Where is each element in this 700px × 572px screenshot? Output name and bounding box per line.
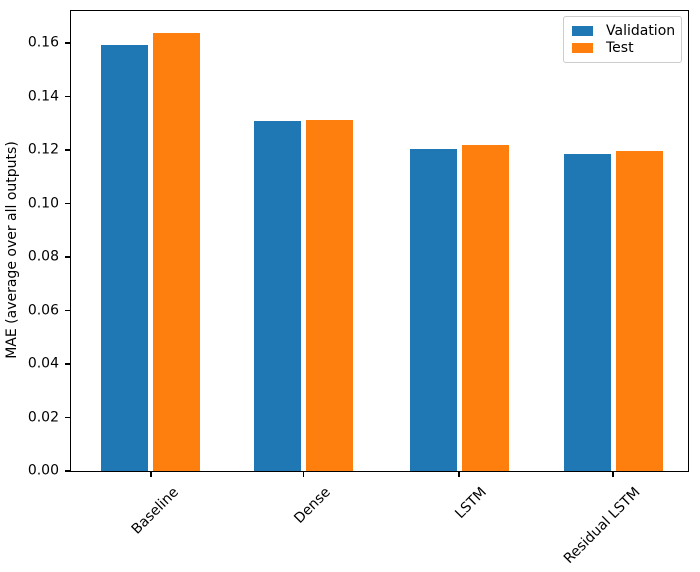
y-tick-label-0.10: 0.10 (27, 195, 59, 212)
y-tick-label-0.02: 0.02 (27, 409, 59, 426)
y-tick-mark-0.02 (65, 416, 71, 419)
x-tick-label-lstm: LSTM (451, 484, 490, 523)
y-tick-label-0.14: 0.14 (27, 88, 59, 105)
y-tick-label-0.06: 0.06 (27, 302, 59, 319)
y-tick-mark-0.10 (65, 202, 71, 205)
bar-test-baseline (153, 33, 201, 471)
legend: Validation Test (563, 16, 682, 63)
x-tick-label-baseline: Baseline (128, 484, 182, 538)
x-tick-mark-dense (302, 471, 304, 477)
y-tick-label-0.16: 0.16 (27, 34, 59, 51)
legend-swatch-test (572, 42, 593, 54)
x-tick-mark-lstm (458, 471, 460, 477)
x-tick-mark-residual-lstm (612, 471, 614, 477)
y-tick-mark-0.12 (65, 149, 71, 151)
bar-validation-dense (253, 121, 301, 471)
bar-validation-baseline (101, 44, 149, 471)
y-tick-mark-0.00 (65, 470, 71, 472)
y-tick-label-0.12: 0.12 (27, 141, 59, 158)
y-axis-label: MAE (average over all outputs) (4, 141, 20, 359)
y-tick-label-0.04: 0.04 (27, 355, 59, 372)
y-tick-label-0.00: 0.00 (27, 462, 59, 479)
y-tick-mark-0.08 (65, 256, 71, 258)
plot-area: Validation Test 0.00 0.02 0.04 0.06 0.08 0.10… (28, 10, 689, 567)
bar-test-dense (305, 120, 353, 471)
legend-label-test: Test (606, 40, 634, 56)
legend-item-test: Test (572, 40, 676, 56)
bar-test-residual-lstm (615, 151, 663, 471)
legend-label-validation: Validation (606, 23, 676, 39)
x-tick-label-dense: Dense (291, 484, 334, 527)
x-tick-mark-baseline (150, 471, 152, 477)
legend-swatch-validation (572, 25, 593, 37)
y-tick-mark-0.16 (65, 42, 71, 44)
y-tick-label-0.08: 0.08 (27, 248, 59, 265)
bar-validation-lstm (409, 149, 457, 471)
bar-validation-residual-lstm (563, 153, 611, 471)
y-tick-mark-0.04 (65, 363, 71, 365)
y-tick-mark-0.06 (65, 309, 71, 312)
x-tick-label-residual-lstm: Residual LSTM (560, 484, 644, 567)
bar-test-lstm (461, 145, 509, 471)
y-tick-mark-0.14 (65, 95, 71, 98)
legend-item-validation: Validation (572, 23, 676, 39)
